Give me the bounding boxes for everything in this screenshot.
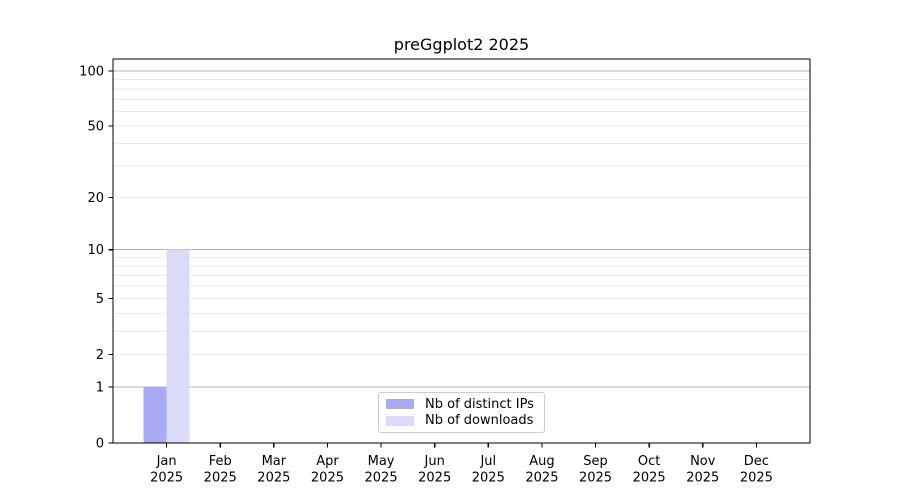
x-tick-label-year-oct: 2025 (633, 471, 666, 486)
plot-frame (112, 58, 811, 444)
x-tick-label-year-sep: 2025 (579, 471, 612, 486)
x-tick-label-month-nov: Nov (690, 454, 716, 469)
y-tick-label-2: 2 (96, 348, 104, 363)
x-tick-label-month-aug: Aug (529, 454, 554, 469)
x-tick-label-month-oct: Oct (638, 454, 660, 469)
x-tick-label-month-dec: Dec (744, 454, 769, 469)
x-tick-label-year-feb: 2025 (204, 471, 237, 486)
x-tick-label-year-jun: 2025 (418, 471, 451, 486)
x-tick-label-month-jul: Jul (479, 454, 496, 469)
bar-jan-nb-of-downloads (166, 249, 190, 443)
y-tick-label-20: 20 (87, 191, 104, 206)
y-tick-label-100: 100 (79, 65, 104, 80)
x-tick-label-year-aug: 2025 (525, 471, 558, 486)
legend-swatch-distinct-ips (386, 399, 414, 410)
legend-swatch-downloads (386, 415, 414, 426)
legend: Nb of distinct IPs Nb of downloads (378, 392, 545, 433)
y-tick-label-1: 1 (96, 381, 104, 396)
x-tick-label-month-feb: Feb (209, 454, 232, 469)
legend-label-distinct-ips: Nb of distinct IPs (425, 396, 534, 412)
legend-item-downloads: Nb of downloads (386, 413, 536, 430)
x-tick-label-month-may: May (368, 454, 395, 469)
x-tick-label-year-nov: 2025 (686, 471, 719, 486)
y-tick-label-10: 10 (87, 243, 104, 258)
x-tick-label-month-jun: Jun (424, 454, 445, 469)
x-tick-label-year-mar: 2025 (257, 471, 290, 486)
y-tick-label-5: 5 (96, 292, 104, 307)
x-tick-label-year-jul: 2025 (472, 471, 505, 486)
legend-label-downloads: Nb of downloads (425, 413, 534, 429)
y-tick-label-50: 50 (87, 120, 104, 135)
x-tick-label-year-dec: 2025 (740, 471, 773, 486)
x-tick-label-month-jan: Jan (156, 454, 177, 469)
legend-item-distinct-ips: Nb of distinct IPs (386, 396, 536, 413)
x-tick-label-year-jan: 2025 (150, 471, 183, 486)
x-tick-label-year-apr: 2025 (311, 471, 344, 486)
y-tick-label-0: 0 (96, 437, 104, 452)
x-tick-label-month-mar: Mar (262, 454, 287, 469)
chart-title: preGgplot2 2025 (393, 35, 530, 54)
x-tick-label-month-sep: Sep (583, 454, 608, 469)
x-tick-label-month-apr: Apr (316, 454, 339, 469)
x-tick-label-year-may: 2025 (365, 471, 398, 486)
bar-jan-nb-of-distinct-ips (143, 387, 167, 443)
